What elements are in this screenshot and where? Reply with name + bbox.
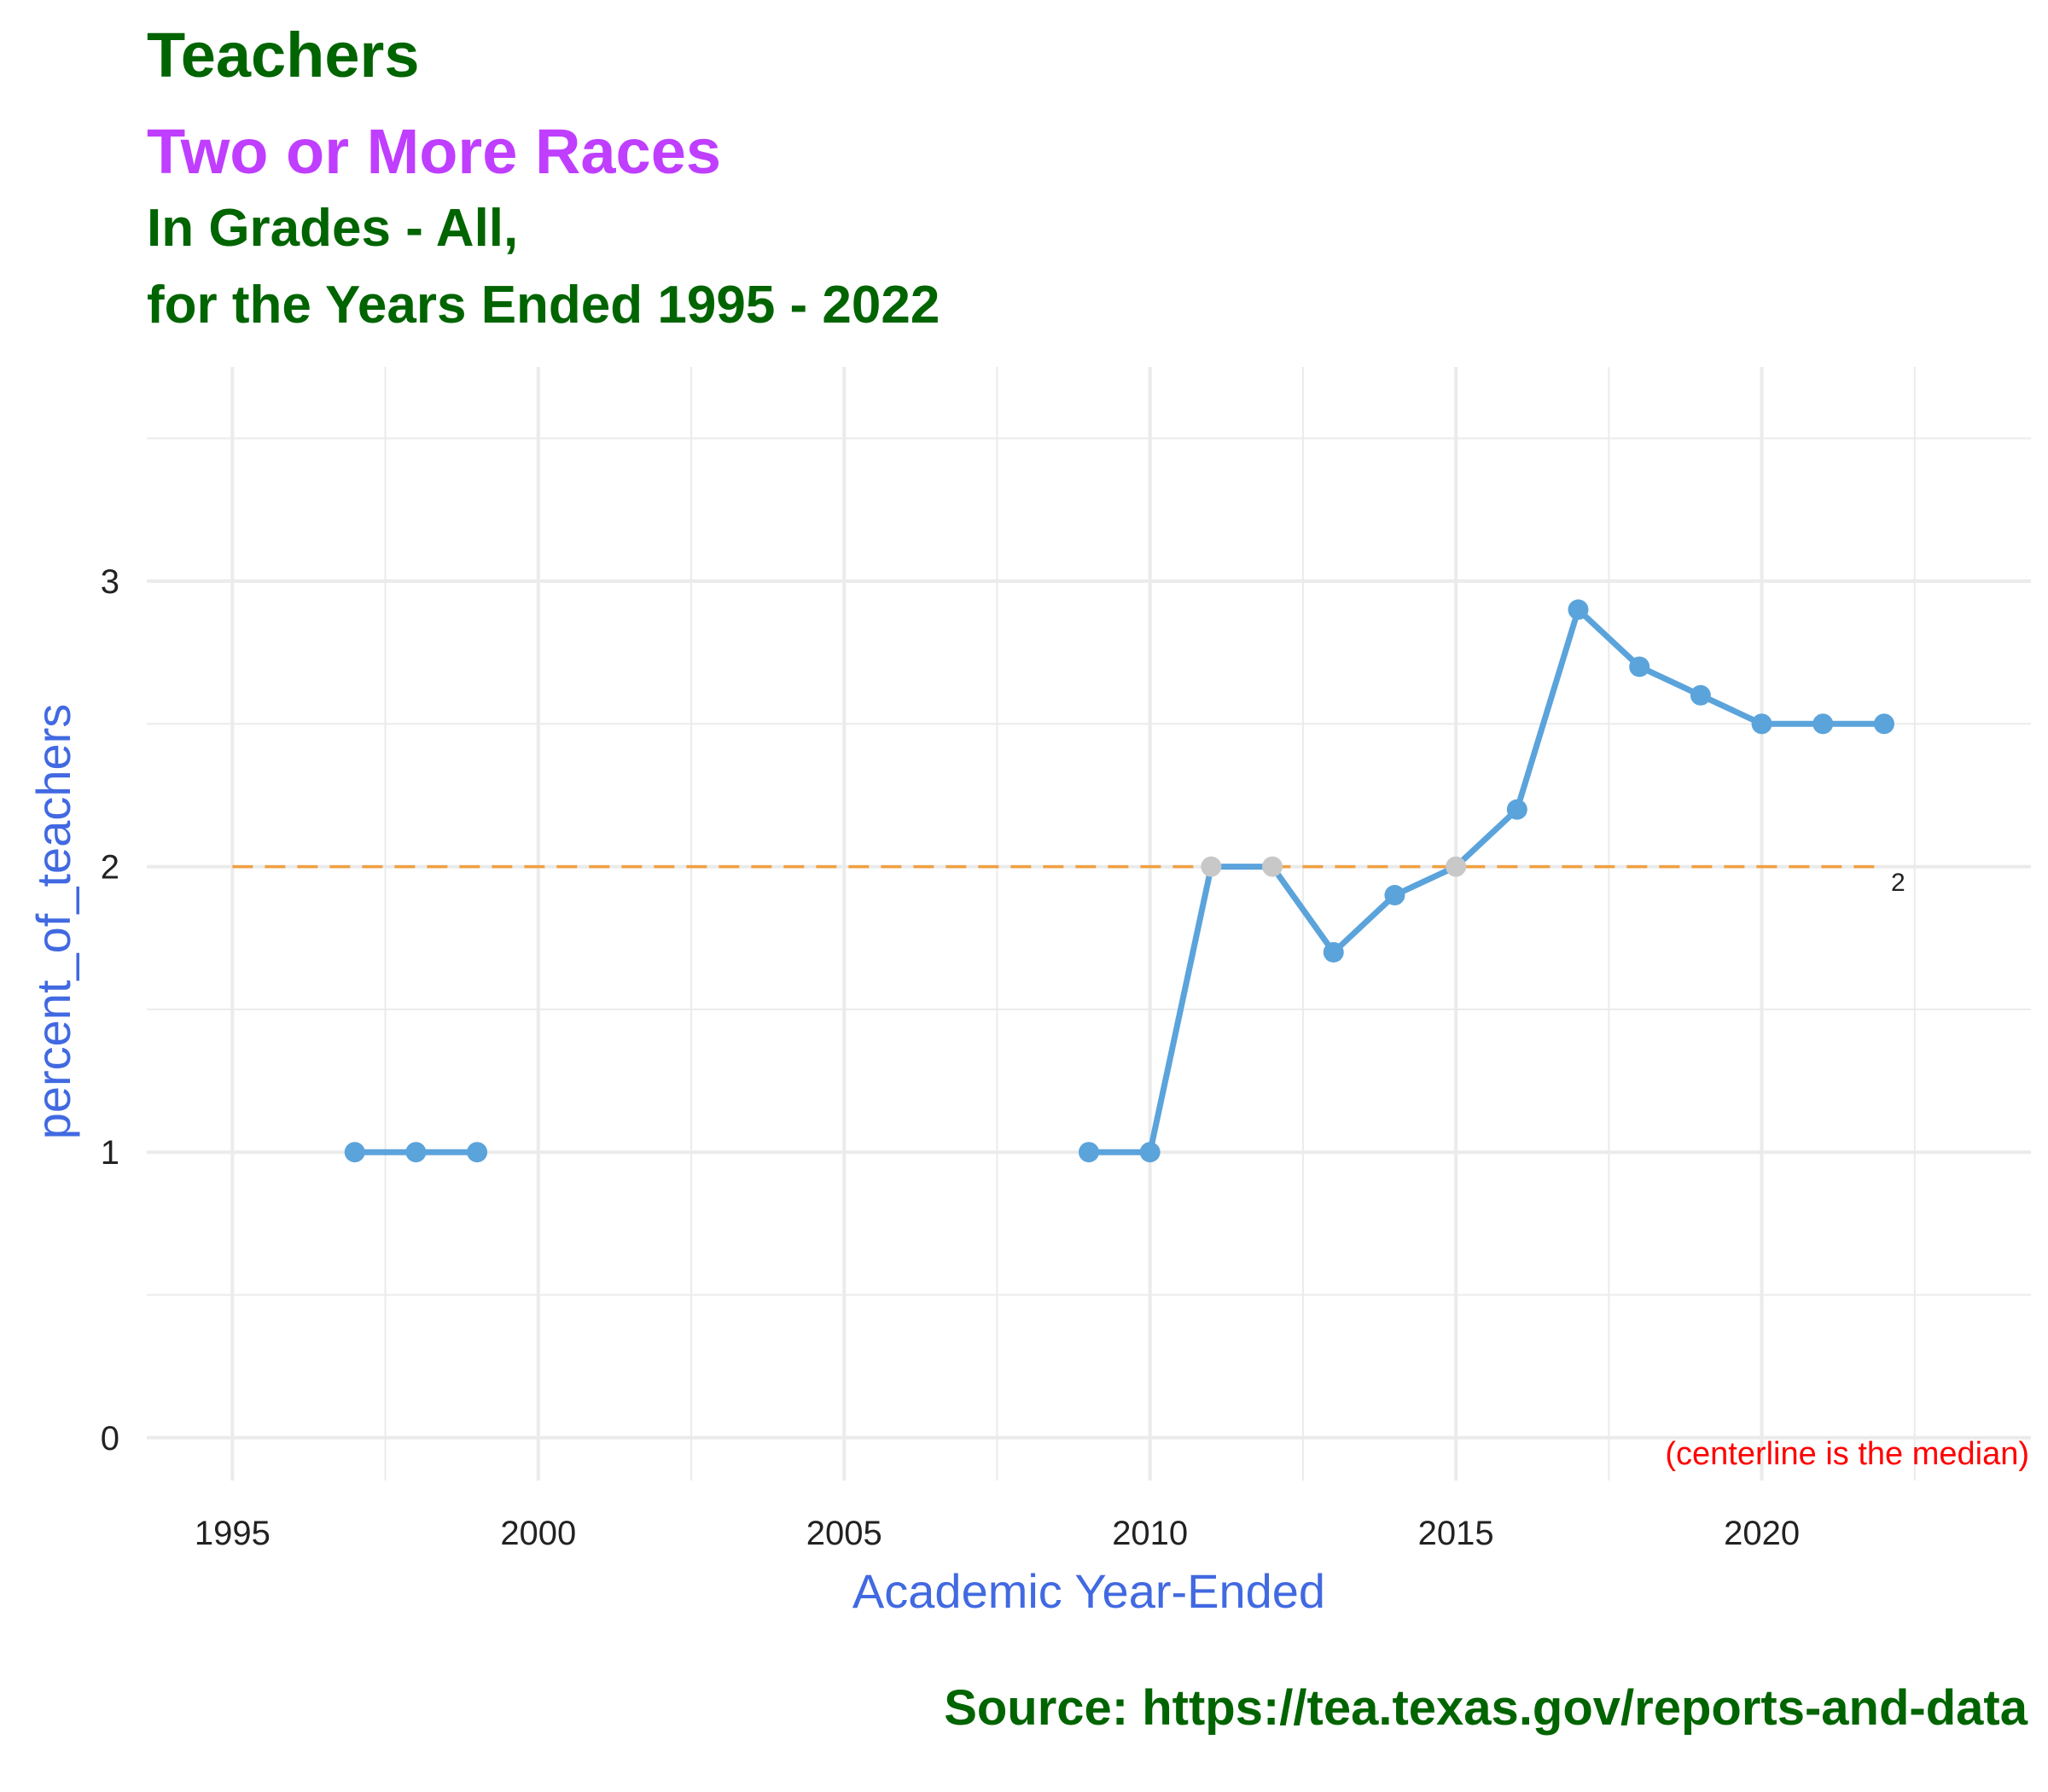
chart-subtitle-grades: In Grades - All,: [147, 199, 519, 258]
data-point: [344, 1142, 365, 1163]
data-point: [1690, 684, 1711, 706]
series-line-segment: [1085, 606, 1888, 1155]
y-axis-ticks: 0 1 2 3: [101, 563, 119, 1457]
x-axis-ticks: 1995 2000 2005 2010 2015 2020: [195, 1515, 1800, 1552]
data-point: [1323, 941, 1344, 963]
data-point: [1812, 713, 1834, 735]
data-point: [1262, 856, 1283, 877]
data-point: [1506, 799, 1527, 820]
y-tick-label: 1: [101, 1134, 119, 1172]
data-point: [405, 1142, 427, 1163]
data-point: [1201, 856, 1222, 877]
series-lines: [352, 606, 1888, 1155]
x-tick-label: 2015: [1418, 1515, 1494, 1552]
centerline-value-label: 2: [1891, 869, 1905, 897]
x-axis-title: Academic Year-Ended: [852, 1564, 1325, 1618]
y-axis-title: percent_of_teachers: [26, 704, 80, 1140]
x-tick-label: 2000: [500, 1515, 576, 1552]
y-tick-label: 3: [101, 563, 119, 601]
data-point: [1446, 856, 1467, 877]
x-tick-label: 2005: [806, 1515, 882, 1552]
y-tick-label: 2: [101, 849, 119, 887]
major-gridlines: [147, 367, 2031, 1481]
centerline-note: (centerline is the median): [1665, 1436, 2029, 1472]
data-point: [467, 1142, 488, 1163]
data-point: [1873, 713, 1894, 735]
data-point: [1139, 1142, 1161, 1163]
x-tick-label: 2010: [1112, 1515, 1188, 1552]
source-caption: Source: https://tea.texas.gov/reports-an…: [944, 1680, 2028, 1736]
data-point: [1629, 656, 1650, 678]
series-points: [344, 599, 1894, 1163]
minor-gridlines: [147, 367, 2031, 1481]
x-tick-label: 2020: [1724, 1515, 1800, 1552]
y-tick-label: 0: [101, 1420, 119, 1457]
data-point: [1384, 885, 1405, 906]
data-point: [1751, 713, 1772, 735]
x-tick-label: 1995: [195, 1515, 271, 1552]
data-point: [1568, 599, 1589, 620]
chart-title: Teachers: [147, 20, 420, 90]
chart-subtitle-years: for the Years Ended 1995 - 2022: [147, 276, 940, 335]
data-point: [1079, 1142, 1099, 1163]
chart-subtitle-group: Two or More Races: [147, 116, 722, 187]
